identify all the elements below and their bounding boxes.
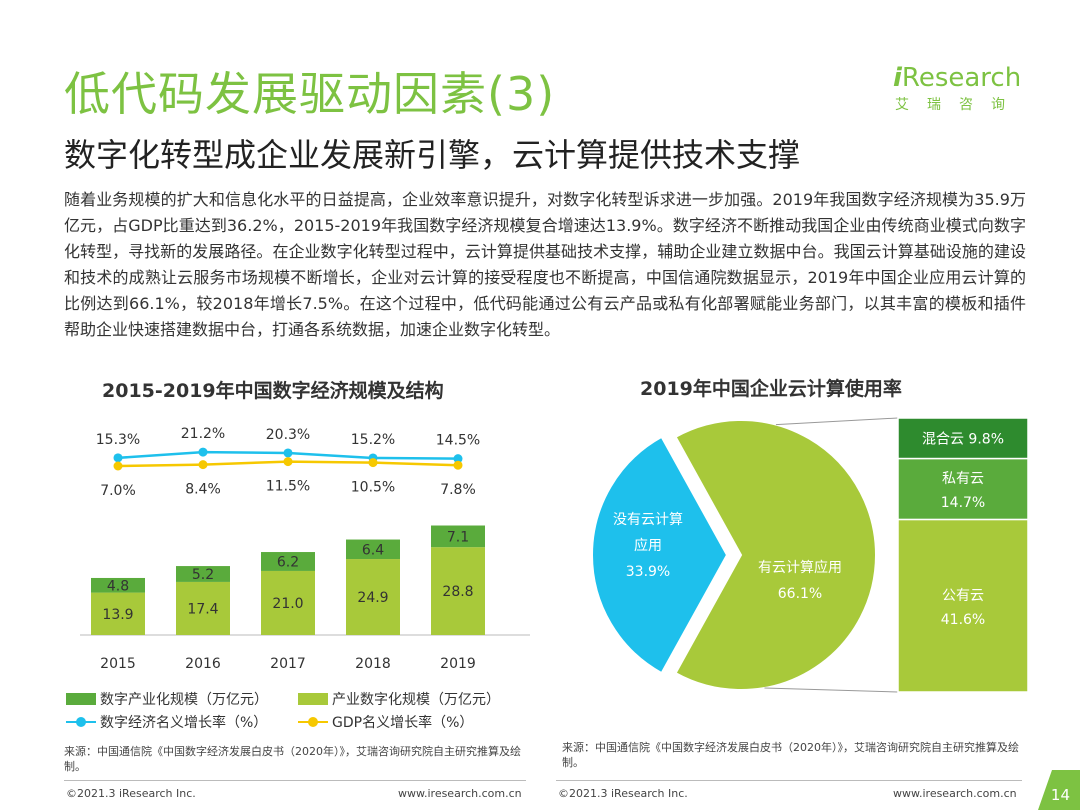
bar-industry-digitalization [91, 592, 145, 635]
pie-slice-cloud [674, 419, 877, 691]
legend-label: 数字产业化规模（万亿元） [100, 692, 268, 708]
x-tick-label: 2015 [100, 656, 136, 672]
bar-value-label: 7.1 [447, 529, 469, 545]
gdp-growth-point [198, 460, 208, 470]
x-tick-label: 2019 [440, 656, 476, 672]
gdp-growth-point [113, 461, 123, 471]
bar-digital-industrialization [346, 539, 400, 560]
bar-industry-digitalization [261, 570, 315, 635]
digital-growth-point [198, 447, 208, 457]
legend-digital-industry: 数字产业化规模（万亿元） [66, 689, 268, 709]
right-source: 来源：中国通信院《中国数字经济发展白皮书（2020年）》，艾瑞咨询研究院自主研究… [562, 741, 1019, 769]
logo-subtitle: 艾瑞咨询 [895, 97, 1023, 113]
digital-growth-point [453, 454, 463, 464]
legend-swatch [66, 693, 96, 705]
pie-value-cloud: 66.1% [778, 586, 822, 602]
gdp-growth-point [453, 460, 463, 470]
bar-value-label: 6.2 [277, 554, 299, 570]
bar-value-label: 5.2 [192, 567, 214, 583]
logo-i: i [893, 63, 902, 93]
bar-industry-digitalization [176, 581, 230, 635]
breakdown-label: 公有云 [942, 588, 984, 604]
bar-chart-title: 2015-2019年中国数字经济规模及结构 [102, 380, 444, 402]
iresearch-logo: iResearch 艾瑞咨询 [893, 62, 1033, 122]
page-subtitle: 数字化转型成企业发展新引擎，云计算提供技术支撑 [64, 136, 801, 174]
breakdown-segment [897, 518, 1029, 693]
logo-text: Research [901, 63, 1022, 93]
bar-value-label: 4.8 [107, 578, 129, 594]
pie-value-no-cloud: 33.9% [626, 564, 670, 580]
line-value-label: 14.5% [436, 433, 480, 449]
bar-industry-digitalization [431, 547, 485, 635]
line-value-label: 11.5% [266, 479, 310, 495]
legend-label: 产业数字化规模（万亿元） [332, 692, 500, 708]
breakdown-label: 私有云 [942, 471, 984, 487]
page-number-badge [1038, 770, 1080, 810]
legend-industry-digital: 产业数字化规模（万亿元） [298, 689, 500, 709]
breakdown-segment [897, 457, 1029, 521]
left-source: 来源：中国通信院《中国数字经济发展白皮书（2020年）》，艾瑞咨询研究院自主研究… [64, 745, 521, 773]
gdp-growth-point [283, 457, 293, 467]
bar-value-label: 21.0 [272, 596, 303, 612]
footer-divider-left [64, 780, 526, 781]
line-value-label: 15.2% [351, 432, 395, 448]
legend-line-swatch [66, 716, 96, 728]
legend-swatch [298, 693, 328, 705]
pie-chart-title: 2019年中国企业云计算使用率 [640, 378, 902, 400]
line-value-label: 20.3% [266, 427, 310, 443]
page-title: 低代码发展驱动因素(3) [64, 67, 556, 121]
bar-line-chart: 13.9 4.8 2015 17.4 5.2 2016 21.0 6.2 2017 24.9 6.4… [80, 426, 530, 672]
footer-copyright-left: ©2021.3 iResearch Inc. [66, 787, 196, 800]
x-tick-label: 2018 [355, 656, 391, 672]
footer-copyright-right: ©2021.3 iResearch Inc. [558, 787, 688, 800]
bar-value-label: 17.4 [187, 601, 218, 617]
connector-line [764, 687, 899, 693]
pie-label-no-cloud: 没有云计算 [613, 512, 683, 528]
x-tick-label: 2016 [185, 656, 221, 672]
gdp-growth-point [368, 458, 378, 468]
bar-digital-industrialization [261, 552, 315, 571]
pie-label-no-cloud: 应用 [634, 537, 662, 554]
legend-line-swatch [298, 716, 328, 728]
digital-growth-point [283, 448, 293, 458]
breakdown-label: 混合云 9.8% [922, 431, 1004, 447]
bar-value-label: 24.9 [357, 590, 388, 606]
connector-line [775, 417, 899, 426]
footer-url-left[interactable]: www.iresearch.com.cn [398, 787, 522, 800]
bar-digital-industrialization [91, 577, 145, 593]
bar-industry-digitalization [346, 559, 400, 635]
line-value-label: 8.4% [185, 482, 221, 498]
x-tick-label: 2017 [270, 656, 306, 672]
footer-divider-right [556, 780, 1022, 781]
footer-url-right[interactable]: www.iresearch.com.cn [893, 787, 1017, 800]
bar-value-label: 6.4 [362, 542, 384, 558]
bar-digital-industrialization [431, 525, 485, 548]
pie-slice-no-cloud [591, 435, 729, 675]
bar-digital-industrialization [176, 566, 230, 582]
breakdown-value: 41.6% [941, 612, 985, 628]
legend-label: 数字经济名义增长率（%） [100, 715, 268, 731]
pie-label-cloud: 有云计算应用 [758, 559, 842, 576]
digital-growth-point [113, 453, 123, 463]
bar-value-label: 28.8 [442, 584, 473, 600]
breakdown-value: 14.7% [941, 495, 985, 511]
legend-label: GDP名义增长率（%） [332, 715, 474, 731]
body-paragraph: 随着业务规模的扩大和信息化水平的日益提高，企业效率意识提升，对数字化转型诉求进一… [64, 190, 1026, 339]
line-value-label: 15.3% [96, 432, 140, 448]
line-value-label: 10.5% [351, 480, 395, 496]
line-value-label: 7.8% [440, 482, 476, 498]
line-value-label: 7.0% [100, 483, 136, 499]
line-value-label: 21.2% [181, 426, 225, 442]
legend-gdp-growth: GDP名义增长率（%） [298, 712, 473, 732]
legend-digital-growth: 数字经济名义增长率（%） [66, 712, 267, 732]
bar-value-label: 13.9 [102, 607, 133, 623]
page-number: 14 [1050, 786, 1070, 804]
